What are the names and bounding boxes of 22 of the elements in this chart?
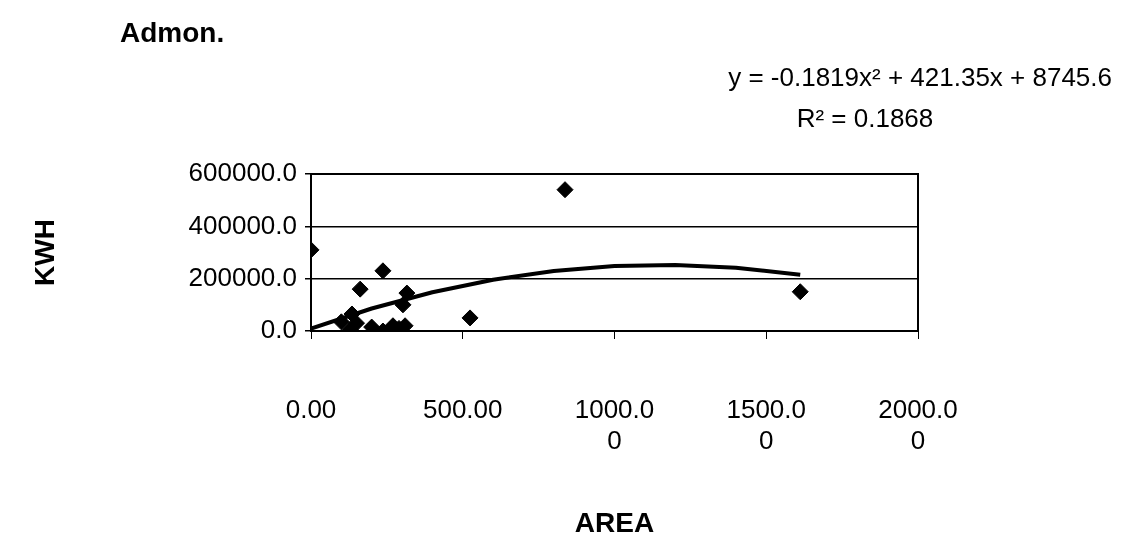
x-tick-label: 500.00 bbox=[422, 393, 503, 424]
point bbox=[791, 283, 809, 301]
x-tick-label: 1000.00 bbox=[574, 393, 655, 455]
point bbox=[348, 314, 366, 331]
point bbox=[332, 313, 350, 331]
y-axis-title: KWH bbox=[28, 219, 60, 286]
x-tick-label: 2000.00 bbox=[878, 393, 958, 455]
text: y = -0.1819x² + 421.35x + 8745.6 bbox=[728, 62, 1112, 92]
y-tick-label: 600000.0 bbox=[188, 157, 297, 188]
chart-title: Admon. bbox=[120, 17, 225, 48]
y-tick-label: 400000.0 bbox=[188, 209, 297, 240]
y-tick-label: 0.0 bbox=[260, 314, 297, 345]
text: R² = 0.1868 bbox=[796, 103, 934, 133]
y-tick-label: 200000.0 bbox=[188, 261, 297, 292]
point bbox=[394, 296, 412, 314]
x-tick-label: 1500.00 bbox=[726, 393, 807, 455]
point bbox=[374, 262, 392, 280]
x-axis-title: AREA bbox=[574, 506, 655, 538]
x-tick-label: 0.00 bbox=[285, 393, 337, 424]
point bbox=[351, 280, 369, 298]
point bbox=[461, 309, 479, 327]
point bbox=[556, 181, 574, 199]
